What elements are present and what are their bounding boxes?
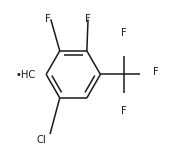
Text: F: F — [153, 67, 159, 77]
Text: Cl: Cl — [37, 135, 46, 145]
Text: •HC: •HC — [15, 70, 35, 80]
Text: F: F — [121, 28, 127, 38]
Text: F: F — [85, 14, 91, 24]
Text: F: F — [45, 14, 51, 24]
Text: F: F — [121, 106, 127, 116]
